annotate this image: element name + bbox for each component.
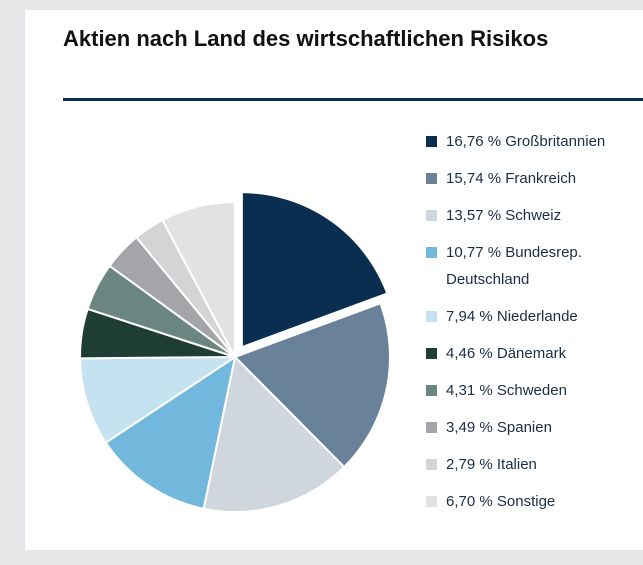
legend-label: Italien [496,456,537,473]
legend-label: Schweden [496,382,567,399]
legend-item: 4,31 % Schweden [426,377,621,404]
pie-chart [78,191,391,513]
pie-slice [104,354,237,510]
legend-swatch [426,385,437,396]
legend-swatch [426,459,437,470]
title-rule [63,98,643,101]
pie-slice [240,191,389,349]
legend-item: 7,94 % Niederlande [426,303,621,330]
chart-title: Aktien nach Land des wirtschaftlichen Ri… [63,26,549,51]
legend-value: 13,57 % [446,207,502,224]
legend-swatch [426,496,437,507]
legend-value: 7,94 % [446,308,493,325]
legend-value: 3,49 % [446,419,493,436]
legend-value: 16,76 % [446,133,502,150]
legend-item: 13,57 % Schweiz [426,202,621,229]
legend-value: 4,46 % [446,345,493,362]
legend: 16,76 % Großbritannien 15,74 % Frankreich… [426,128,621,525]
legend-item: 3,49 % Spanien [426,414,621,441]
legend-swatch [426,422,437,433]
legend-value: 2,79 % [446,456,493,473]
legend-label: Niederlande [496,308,578,325]
card: Aktien nach Land des wirtschaftlichen Ri… [25,10,643,550]
legend-label: Schweiz [505,207,562,224]
legend-label: Spanien [496,419,552,436]
legend-swatch [426,311,437,322]
pie-slice [233,302,391,469]
legend-swatch [426,136,437,147]
legend-swatch [426,348,437,359]
legend-label: Großbritannien [505,133,606,150]
legend-value: 15,74 % [446,170,502,187]
legend-label: Sonstige [496,493,556,510]
legend-item: 4,46 % Dänemark [426,340,621,367]
legend-swatch [426,247,437,258]
legend-label: Bundesrep. Deutschland [446,244,582,288]
legend-item: 16,76 % Großbritannien [426,128,621,155]
pie-slice [202,354,346,513]
legend-swatch [426,210,437,221]
legend-value: 10,77 % [446,244,502,261]
legend-swatch [426,173,437,184]
pie-slice [161,200,236,358]
legend-item: 6,70 % Sonstige [426,488,621,515]
legend-label: Dänemark [496,345,567,362]
legend-item: 10,77 % Bundesrep. Deutschland [426,239,621,293]
legend-item: 2,79 % Italien [426,451,621,478]
legend-value: 4,31 % [446,382,493,399]
pie-slice [78,355,239,444]
legend-value: 6,70 % [446,493,493,510]
legend-item: 15,74 % Frankreich [426,165,621,192]
legend-label: Frankreich [505,170,577,187]
